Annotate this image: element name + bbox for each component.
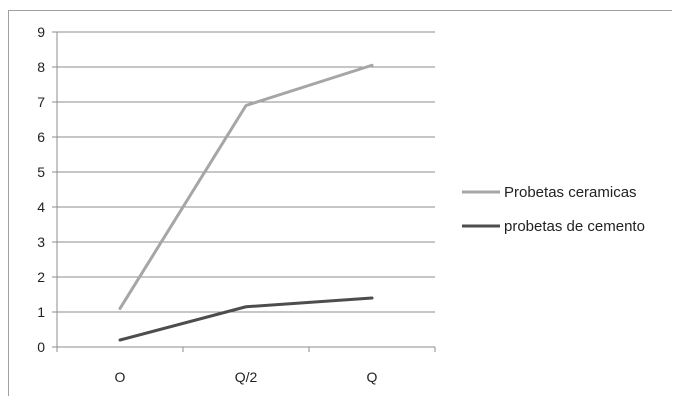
axes xyxy=(52,31,436,352)
y-tick-label: 5 xyxy=(37,164,45,180)
y-tick-labels: 0 1 2 3 4 5 6 7 8 9 xyxy=(37,24,45,355)
legend: Probetas ceramicas probetas de cemento xyxy=(462,184,645,235)
x-tick-label: Q/2 xyxy=(235,369,258,385)
y-tick-label: 8 xyxy=(37,59,45,75)
y-tick-label: 3 xyxy=(37,234,45,250)
x-tick-label: O xyxy=(115,369,126,385)
chart-frame xyxy=(8,10,672,396)
series-line-2 xyxy=(118,296,374,342)
y-tick-label: 6 xyxy=(37,129,45,145)
x-tick-labels: O Q/2 Q xyxy=(115,369,378,385)
series-lines xyxy=(118,63,374,342)
legend-label-1: Probetas ceramicas xyxy=(504,184,637,201)
y-tick-label: 0 xyxy=(37,339,45,355)
x-tick-label: Q xyxy=(367,369,378,385)
y-tick-label: 4 xyxy=(37,199,45,215)
y-tick-label: 9 xyxy=(37,24,45,40)
legend-label-2: probetas de cemento xyxy=(504,218,645,235)
y-tick-label: 1 xyxy=(37,304,45,320)
series-line-1 xyxy=(118,63,374,310)
y-tick-label: 2 xyxy=(37,269,45,285)
gridlines xyxy=(57,31,435,313)
y-tick-label: 7 xyxy=(37,94,45,110)
